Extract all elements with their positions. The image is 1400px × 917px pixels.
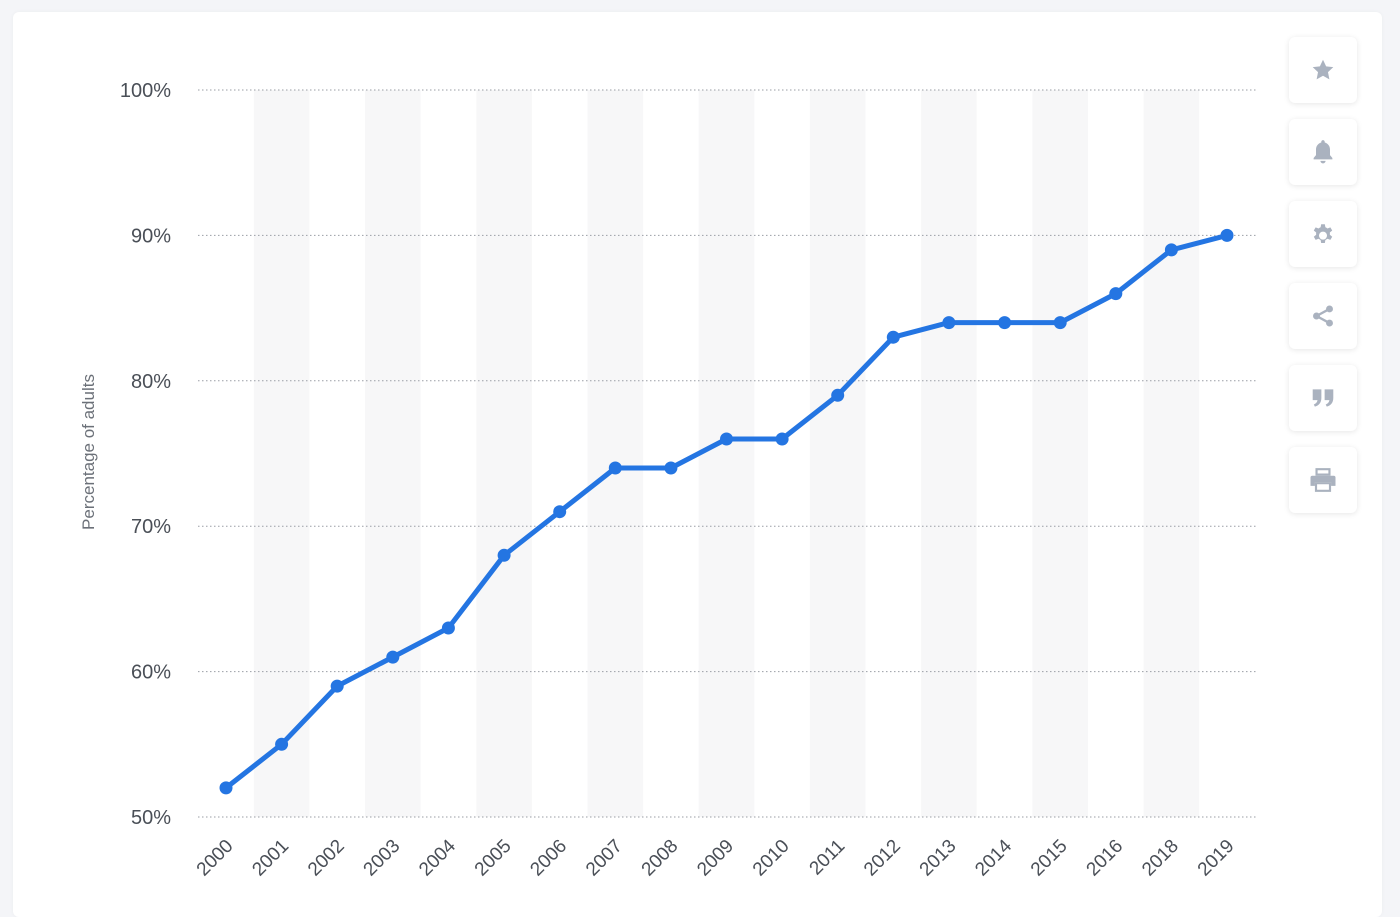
x-axis-ticks: 2000 2001 2002 2003 2004 2005 2006 2007 2008 2009… bbox=[193, 835, 1239, 880]
quote-icon bbox=[1310, 385, 1336, 411]
data-point[interactable] bbox=[553, 505, 567, 519]
x-tick-label: 2012 bbox=[860, 836, 905, 881]
x-tick-label: 2002 bbox=[304, 836, 349, 881]
y-tick-label: 50% bbox=[131, 807, 171, 829]
category-band bbox=[698, 90, 755, 817]
data-point[interactable] bbox=[1109, 287, 1123, 301]
notification-button[interactable] bbox=[1289, 119, 1357, 185]
x-tick-label: 2007 bbox=[582, 836, 627, 881]
data-point[interactable] bbox=[886, 330, 900, 344]
category-band bbox=[253, 90, 310, 817]
y-tick-label: 60% bbox=[131, 662, 171, 684]
category-band bbox=[921, 90, 977, 817]
x-tick-label: 2003 bbox=[360, 836, 405, 881]
x-tick-label: 2010 bbox=[749, 836, 794, 881]
category-band bbox=[587, 90, 644, 817]
y-axis-title: Percentage of adults bbox=[79, 374, 98, 530]
category-band bbox=[476, 90, 532, 817]
print-button[interactable] bbox=[1289, 447, 1357, 513]
x-tick-label: 2004 bbox=[415, 835, 460, 880]
settings-button[interactable] bbox=[1289, 201, 1357, 267]
category-band bbox=[1032, 90, 1088, 817]
cite-button[interactable] bbox=[1289, 365, 1357, 431]
data-point[interactable] bbox=[664, 461, 678, 475]
data-point[interactable] bbox=[608, 461, 622, 475]
x-tick-label: 2011 bbox=[806, 836, 850, 880]
x-tick-label: 2019 bbox=[1194, 836, 1239, 881]
data-point[interactable] bbox=[1164, 243, 1178, 257]
x-tick-label: 2000 bbox=[193, 836, 238, 881]
x-tick-label: 2005 bbox=[471, 836, 516, 881]
share-button[interactable] bbox=[1289, 283, 1357, 349]
gear-icon bbox=[1310, 221, 1336, 247]
data-point[interactable] bbox=[1053, 316, 1067, 330]
category-band bbox=[1143, 90, 1200, 817]
data-point[interactable] bbox=[942, 316, 956, 330]
y-tick-label: 90% bbox=[131, 225, 171, 247]
x-tick-label: 2016 bbox=[1083, 836, 1128, 881]
favorite-button[interactable] bbox=[1289, 37, 1357, 103]
y-tick-label: 100% bbox=[120, 80, 171, 102]
data-point[interactable] bbox=[275, 737, 289, 751]
x-tick-label: 2006 bbox=[526, 836, 571, 881]
data-point[interactable] bbox=[720, 432, 733, 446]
x-tick-label: 2009 bbox=[693, 836, 738, 881]
series-group bbox=[219, 228, 1234, 795]
x-tick-label: 2013 bbox=[916, 836, 961, 881]
data-point[interactable] bbox=[219, 781, 233, 795]
data-point[interactable] bbox=[998, 316, 1012, 330]
gridlines bbox=[198, 89, 1256, 818]
y-axis-ticks: 50% 60% 70% 80% 90% 100% bbox=[120, 80, 171, 829]
star-icon bbox=[1310, 57, 1336, 83]
alternating-bands bbox=[253, 90, 1200, 817]
data-point[interactable] bbox=[441, 621, 455, 635]
print-icon bbox=[1309, 467, 1337, 493]
x-tick-label: 2018 bbox=[1138, 836, 1183, 881]
data-point[interactable] bbox=[497, 548, 511, 562]
y-tick-label: 70% bbox=[131, 516, 171, 538]
bell-icon bbox=[1310, 138, 1336, 166]
x-tick-label: 2014 bbox=[971, 835, 1016, 880]
y-tick-label: 80% bbox=[131, 371, 171, 393]
data-point[interactable] bbox=[831, 388, 845, 402]
x-tick-label: 2001 bbox=[248, 836, 293, 881]
share-icon bbox=[1310, 303, 1336, 329]
category-band bbox=[365, 90, 421, 817]
data-point[interactable] bbox=[1220, 228, 1234, 242]
x-tick-label: 2015 bbox=[1027, 836, 1072, 881]
data-point[interactable] bbox=[386, 650, 400, 664]
data-point[interactable] bbox=[775, 432, 789, 446]
category-band bbox=[809, 90, 866, 817]
x-tick-label: 2008 bbox=[638, 836, 683, 881]
data-point[interactable] bbox=[330, 679, 344, 693]
